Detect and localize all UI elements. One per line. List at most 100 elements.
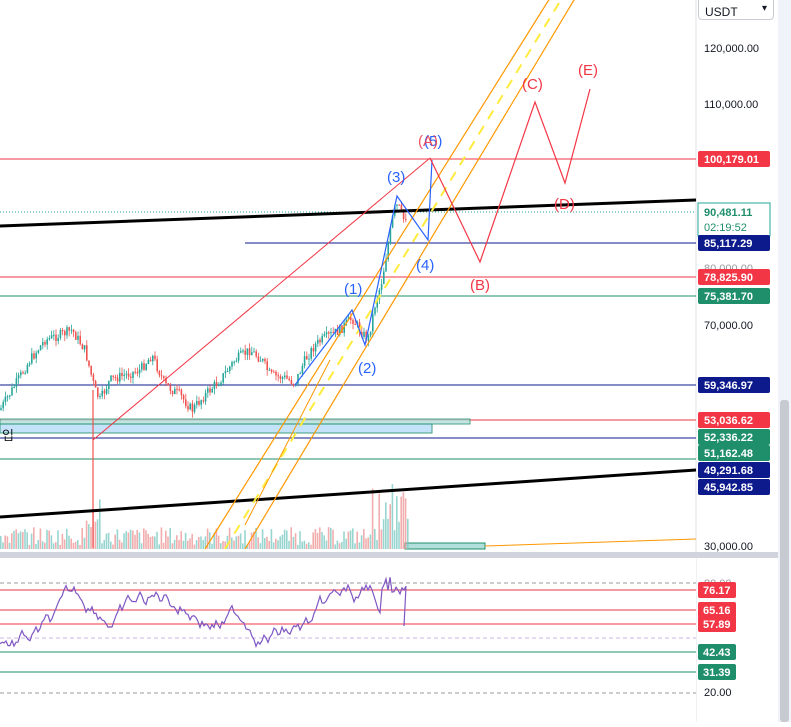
- candle: [86, 340, 88, 362]
- rsi-tag-57[interactable]: 57.89: [698, 616, 736, 632]
- volume-bar: [99, 499, 101, 549]
- channel-lower-line[interactable]: [244, 0, 580, 550]
- pane-separator[interactable]: [0, 552, 791, 558]
- orange-horizontal-ray[interactable]: [484, 538, 697, 547]
- volume-bar: [140, 543, 143, 549]
- volume-bar: [116, 529, 119, 549]
- rsi-tag-42[interactable]: 42.43: [698, 644, 736, 660]
- candle: [9, 394, 11, 400]
- volume-bar: [242, 543, 244, 549]
- volume-bar: [11, 533, 13, 549]
- volume-bar: [387, 518, 389, 549]
- orange-support-line[interactable]: [244, 359, 331, 526]
- candle: [66, 324, 68, 339]
- candle: [0, 404, 2, 411]
- candle: [312, 343, 315, 357]
- volume-bar: [266, 536, 268, 549]
- rsi-tag-65[interactable]: 65.16: [698, 602, 736, 618]
- volume-bar: [22, 532, 24, 549]
- volume-bar: [303, 540, 306, 549]
- volume-bar: [112, 544, 114, 549]
- price-tag-53036[interactable]: 53,036.62: [698, 412, 770, 428]
- channel-midline[interactable]: [224, 0, 567, 550]
- rsi-pane-background: [0, 552, 696, 722]
- candle: [44, 340, 46, 348]
- candle: [196, 395, 198, 409]
- candle: [165, 375, 167, 387]
- candle: [103, 388, 106, 400]
- rsi-tag-31[interactable]: 31.39: [698, 664, 736, 680]
- volume-zone[interactable]: [404, 542, 486, 550]
- price-tag-78825[interactable]: 78,825.90: [698, 269, 770, 285]
- red-fan-line[interactable]: [92, 157, 431, 441]
- volume-bar: [292, 536, 295, 549]
- candle: [350, 313, 352, 324]
- candle: [68, 326, 70, 337]
- price-tags: 100,179.01 85,117.29 78,825.90 75,381.70 59,…: [698, 151, 770, 495]
- rsi-tag-76[interactable]: 76.17: [698, 582, 736, 598]
- price-tag-75381[interactable]: 75,381.70: [698, 288, 770, 304]
- currency-select[interactable]: USDT ▾: [698, 0, 774, 20]
- candle: [288, 376, 290, 382]
- support-zone-lower[interactable]: [0, 423, 433, 434]
- current-price-value: 90,481.11: [704, 207, 752, 219]
- price-tag-49291[interactable]: 49,291.68: [698, 462, 770, 478]
- corrective-wave-path[interactable]: [429, 88, 591, 264]
- impulse-wave-path[interactable]: [294, 159, 433, 386]
- rsi-tag-42-text: 42.43: [703, 647, 731, 659]
- volume-bar: [213, 532, 215, 549]
- volume-bar: [338, 543, 341, 549]
- candle: [26, 362, 29, 374]
- price-tag-100179[interactable]: 100,179.01: [698, 151, 770, 167]
- price-tag-75381-bg: [698, 288, 770, 304]
- candle: [17, 372, 20, 384]
- wave-label-2: (2): [358, 360, 376, 377]
- volume-bar: [204, 536, 207, 549]
- candle: [121, 367, 123, 381]
- candle: [64, 329, 66, 342]
- price-tag-45942[interactable]: 45,942.85: [698, 479, 770, 495]
- volume-bar: [79, 544, 81, 549]
- volume-bar: [277, 540, 279, 549]
- price-tag-78825-text: 78,825.90: [704, 272, 753, 284]
- volume-bar: [123, 533, 125, 549]
- volume-bar: [88, 524, 90, 549]
- volume-bar: [184, 532, 187, 549]
- candle: [132, 371, 134, 384]
- price-tag-59346[interactable]: 59,346.97: [698, 377, 770, 393]
- candle: [226, 367, 229, 373]
- candle: [141, 361, 143, 373]
- volume-bar: [28, 544, 31, 549]
- volume-bar: [136, 529, 138, 549]
- volume-bar: [182, 540, 185, 549]
- candle: [61, 327, 64, 336]
- price-tag-52336[interactable]: 52,336.22: [698, 429, 770, 445]
- volume-bar: [301, 541, 303, 549]
- candle: [306, 351, 308, 360]
- candle: [319, 337, 321, 347]
- channel-upper-line[interactable]: [204, 0, 555, 550]
- volume-bar: [61, 533, 64, 549]
- volume-bar: [15, 529, 17, 549]
- volume-bar: [279, 536, 281, 549]
- volume-bar: [299, 531, 301, 549]
- current-price-tag[interactable]: 90,481.11 02:19:52: [697, 202, 771, 237]
- price-tag-51162[interactable]: 51,162.48: [698, 445, 770, 461]
- scrollbar-thumb[interactable]: [780, 400, 789, 722]
- candle: [264, 357, 266, 365]
- volume-bar: [55, 542, 57, 549]
- support-zone-upper[interactable]: [0, 418, 471, 425]
- volume-bar: [180, 531, 182, 549]
- candle: [374, 306, 376, 317]
- wave-label-4: (4): [416, 257, 434, 274]
- volume-bar: [393, 530, 396, 549]
- candle: [77, 331, 79, 344]
- upper-black-trendline[interactable]: [0, 198, 697, 228]
- lower-black-trendline[interactable]: [0, 468, 697, 519]
- candle: [105, 385, 108, 396]
- price-tag-85117[interactable]: 85,117.29: [698, 235, 770, 251]
- candle: [207, 386, 209, 398]
